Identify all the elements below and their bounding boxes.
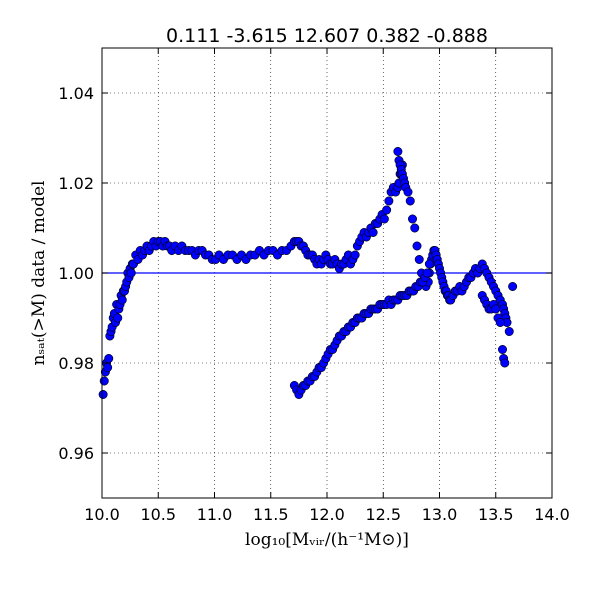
y-axis-label: nₛₐₜ(>M) data / model [29,181,49,366]
data-point [99,376,109,386]
x-tick-label: 11.5 [253,505,289,524]
x-tick-label: 14.0 [534,505,570,524]
x-axis-label: log₁₀[Mᵥᵢᵣ/(h⁻¹M⊙)] [245,530,409,550]
data-point [104,353,114,363]
data-point [422,268,432,278]
data-point [350,250,360,260]
data-point [126,268,136,278]
data-point [98,389,108,399]
data-point [384,196,394,206]
x-tick-label: 12.0 [309,505,345,524]
data-point [504,326,514,336]
x-tick-label: 13.0 [422,505,458,524]
data-point [495,317,505,327]
data-point [500,358,510,368]
data-point [410,223,420,233]
x-tick-label: 11.0 [197,505,233,524]
data-point [379,214,389,224]
data-point [412,241,422,251]
data-point [117,295,127,305]
x-tick-label: 13.5 [478,505,514,524]
chart-title: 0.111 -3.615 12.607 0.382 -0.888 [166,25,488,47]
data-point [407,214,417,224]
x-tick-label: 10.5 [140,505,176,524]
points-layer [98,147,518,399]
x-tick-label: 10.0 [84,505,120,524]
data-point [424,259,434,269]
data-point [497,344,507,354]
data-point [405,196,415,206]
y-tick-label: 0.96 [58,444,94,463]
data-point [103,362,113,372]
y-tick-label: 1.04 [58,84,94,103]
data-point [508,281,518,291]
data-point [368,228,378,238]
y-tick-label: 0.98 [58,354,94,373]
data-point [382,205,392,215]
data-point [414,255,424,265]
data-point [113,313,123,323]
y-tick-label: 1.00 [58,264,94,283]
y-tick-label: 1.02 [58,174,94,193]
tick-layer: 10.0 10.5 11.0 11.5 12.0 12.5 13.0 13.5 14.0 0.96… [58,48,570,524]
x-tick-label: 12.5 [365,505,401,524]
data-point [491,304,501,314]
data-point [393,147,403,157]
data-point [403,187,413,197]
